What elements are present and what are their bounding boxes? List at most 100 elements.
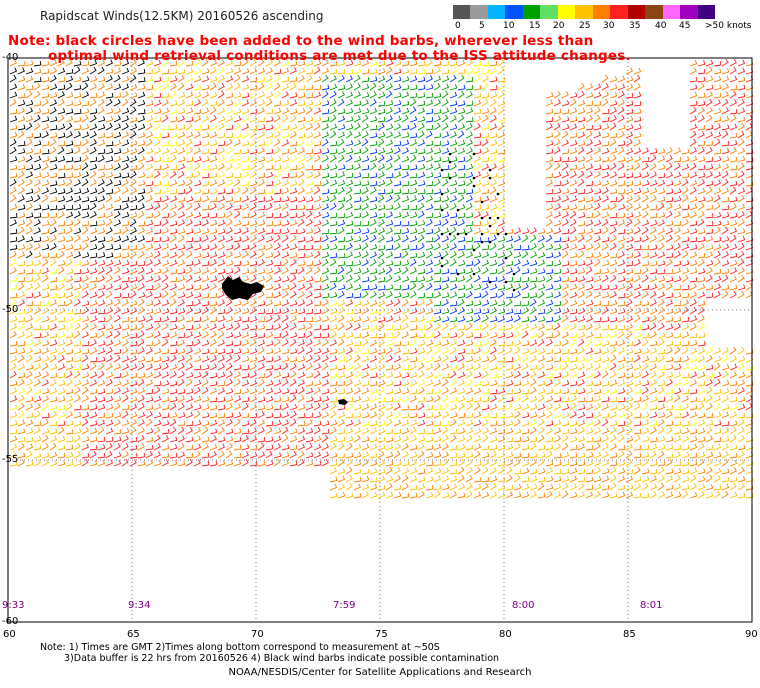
wind-barb xyxy=(345,203,353,211)
wind-barb xyxy=(729,99,737,107)
wind-barb xyxy=(497,315,505,323)
wind-barb xyxy=(257,211,266,219)
wind-barb xyxy=(545,427,553,435)
wind-barb xyxy=(409,139,418,147)
wind-barb xyxy=(137,171,146,179)
wind-barb xyxy=(289,300,298,307)
wind-barb xyxy=(353,395,362,403)
wind-barb xyxy=(633,218,641,227)
wind-barb xyxy=(689,179,698,187)
wind-barb xyxy=(409,68,418,75)
wind-barb xyxy=(553,138,561,147)
wind-barb xyxy=(329,130,337,139)
wind-barb xyxy=(545,316,554,323)
wind-barb xyxy=(353,268,362,275)
wind-barb xyxy=(137,203,145,211)
wind-barb xyxy=(505,412,514,419)
wind-barb xyxy=(329,476,338,483)
wind-barb xyxy=(97,252,106,259)
wind-barb xyxy=(9,298,17,307)
wind-barb xyxy=(729,66,737,75)
wind-barb xyxy=(113,92,122,99)
wind-barb xyxy=(409,389,418,395)
wind-barb xyxy=(545,140,554,147)
wind-barb xyxy=(641,266,649,275)
wind-barb xyxy=(681,427,690,435)
wind-barb xyxy=(673,267,682,275)
wind-barb xyxy=(241,348,250,355)
wind-barb xyxy=(521,250,529,259)
wind-barb xyxy=(25,202,33,211)
wind-barb xyxy=(361,307,369,315)
wind-barb xyxy=(369,258,377,267)
wind-barb xyxy=(265,292,274,299)
wind-barb xyxy=(625,195,633,203)
contamination-marker xyxy=(440,168,444,172)
wind-barb xyxy=(345,474,353,483)
wind-barb xyxy=(233,364,242,371)
wind-barb xyxy=(9,323,18,331)
wind-barb xyxy=(329,148,338,155)
wind-barb xyxy=(217,212,226,219)
wind-barb xyxy=(49,146,57,155)
wind-barb xyxy=(153,99,162,107)
wind-barb xyxy=(17,115,26,123)
wind-barb xyxy=(665,308,674,315)
wind-barb xyxy=(225,138,233,147)
wind-barb xyxy=(169,251,178,259)
wind-barb xyxy=(673,461,682,467)
wind-barb xyxy=(265,148,274,155)
wind-barb xyxy=(209,100,218,107)
wind-barb xyxy=(297,138,305,147)
wind-barb xyxy=(657,219,665,227)
wind-barb xyxy=(609,84,618,91)
wind-barb xyxy=(177,227,186,235)
wind-barb xyxy=(737,170,745,179)
wind-barb xyxy=(73,315,82,323)
wind-barb xyxy=(17,148,26,155)
wind-barb xyxy=(273,412,282,419)
wind-barb xyxy=(249,371,257,379)
wind-barb xyxy=(497,476,506,483)
wind-barb xyxy=(49,99,58,107)
wind-barb xyxy=(161,274,169,283)
wind-barb xyxy=(49,116,58,123)
wind-barb xyxy=(105,339,114,347)
wind-barb xyxy=(281,299,289,307)
wind-barb xyxy=(217,195,225,203)
wind-barb xyxy=(673,171,682,179)
wind-barb xyxy=(273,323,281,331)
wind-barb xyxy=(225,298,233,307)
wind-barb xyxy=(721,284,730,291)
wind-barb xyxy=(145,187,153,195)
wind-barb xyxy=(409,467,418,475)
wind-barb xyxy=(569,332,578,339)
wind-barb xyxy=(593,363,601,371)
wind-barb xyxy=(297,413,306,419)
wind-barb xyxy=(321,59,329,67)
wind-barb xyxy=(441,227,450,235)
wind-barb xyxy=(281,323,289,331)
wind-barb xyxy=(57,396,66,403)
wind-barb xyxy=(361,355,370,363)
wind-barb xyxy=(433,394,441,403)
wind-barb xyxy=(281,372,290,379)
wind-barb xyxy=(345,164,354,171)
wind-barb xyxy=(617,235,626,243)
wind-barb xyxy=(745,395,753,403)
wind-barb xyxy=(489,475,498,483)
scale-label-1: 5 xyxy=(479,21,485,31)
wind-barb xyxy=(369,115,378,123)
wind-barb xyxy=(105,211,113,219)
wind-barb xyxy=(385,155,393,163)
wind-barb xyxy=(689,237,698,243)
wind-barb xyxy=(353,82,361,91)
wind-barb xyxy=(537,290,545,299)
lat-label-55: -55 xyxy=(2,454,19,465)
wind-barb xyxy=(337,404,346,411)
wind-barb xyxy=(665,405,674,411)
wind-barb xyxy=(17,195,25,203)
wind-barb xyxy=(393,235,401,243)
wind-barb xyxy=(329,114,337,123)
wind-barb xyxy=(585,403,594,411)
